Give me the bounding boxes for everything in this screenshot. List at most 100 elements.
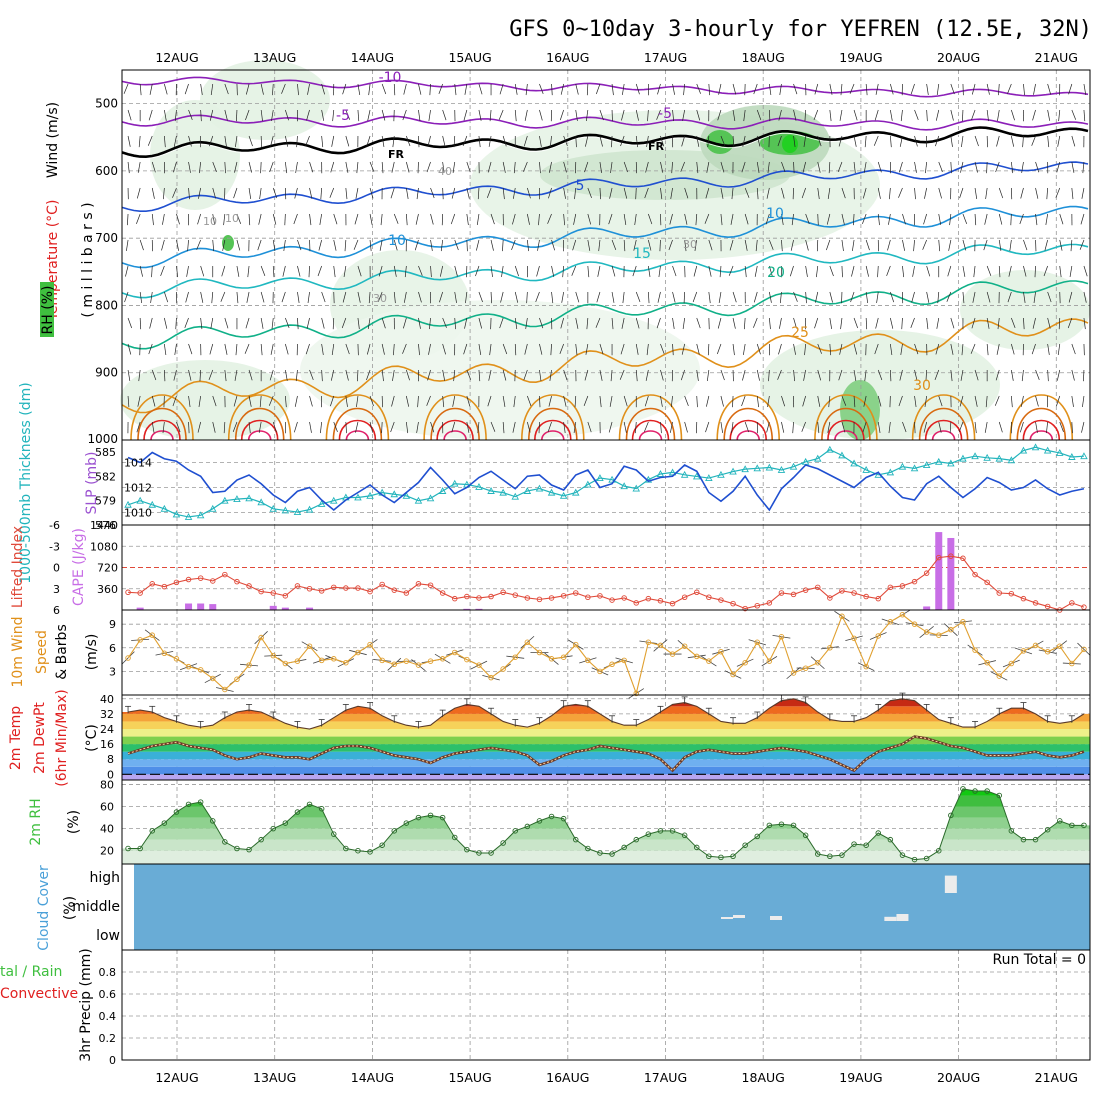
wind-barb: [199, 369, 201, 382]
wind-barb: [295, 369, 298, 382]
contour-label: -10: [379, 70, 402, 86]
wind-barb: [817, 343, 822, 354]
lifted-index-line-point: [391, 587, 398, 593]
lifted-index-line-point: [270, 590, 277, 596]
thickness-line-point: [148, 500, 157, 508]
wind-barb: [139, 239, 144, 251]
cape-tick: 1080: [90, 540, 118, 553]
rh-line-point: [185, 801, 192, 808]
wind-barb: [610, 161, 613, 174]
wind-speed-line-point: [222, 686, 228, 693]
wind-barb: [417, 395, 419, 408]
wind-barb: [1059, 421, 1064, 433]
rh-line-point: [1044, 826, 1051, 833]
rh-line-point: [464, 846, 470, 853]
wind-barb: [998, 421, 1003, 433]
rh-line-point: [923, 855, 930, 862]
wind-barb: [223, 213, 226, 226]
wind-barb: [321, 369, 323, 382]
isotherm-loop: [541, 430, 565, 441]
wind-barb: [499, 83, 504, 95]
lifted-index-line-point: [802, 587, 809, 593]
isotherm-loop: [1009, 394, 1074, 441]
wind-barb: [464, 317, 468, 329]
wind-barb: [224, 135, 227, 148]
wind-barb: [814, 83, 819, 95]
wind-barb: [200, 317, 203, 330]
wind-barb: [608, 213, 613, 225]
wind-barb: [393, 291, 396, 304]
wind-barb: [877, 421, 881, 433]
wind-barb: [345, 343, 350, 355]
thickness-line-point: [1007, 456, 1016, 464]
wind-barb: [126, 239, 129, 252]
isotherm-loop: [814, 394, 878, 441]
wind-barb: [188, 395, 191, 408]
wind-barb: [681, 135, 685, 147]
thickness-line-point: [1055, 449, 1064, 456]
dewpoint-line-inner: [127, 736, 1085, 772]
wind-barb: [478, 369, 481, 382]
temp-band: [122, 736, 1090, 745]
wind-barb: [696, 395, 698, 408]
thickness-line-point: [777, 466, 786, 473]
wind-barb: [575, 135, 577, 148]
wind-barb: [454, 239, 459, 251]
rh-line-point: [379, 842, 385, 848]
isotherm-loop: [150, 430, 174, 441]
wind-barb: [369, 187, 374, 199]
isotherm-loop: [729, 419, 767, 441]
wind-barb: [767, 395, 770, 407]
rh-tick: 40: [100, 823, 114, 836]
temp-band: [122, 751, 1090, 760]
lifted-index-line-point: [694, 589, 700, 596]
wind-barb: [656, 109, 661, 120]
rh-line-point: [439, 814, 446, 821]
wind-speed-line-point: [972, 647, 978, 653]
wind-barb: [960, 369, 964, 381]
wind-barb: [648, 213, 653, 225]
rh-shade: [782, 135, 798, 153]
wind-barb: [974, 395, 978, 407]
lifted-index-line-point: [681, 594, 688, 601]
wind-barb: [478, 83, 483, 95]
wind-barb: [985, 395, 988, 408]
rh-line-point: [960, 786, 966, 792]
wind-barb: [935, 343, 940, 355]
wind-barb: [1045, 213, 1048, 225]
wind-barb: [1019, 213, 1024, 225]
wind-barb: [793, 343, 796, 355]
wind-barb: [1047, 83, 1051, 95]
thickness-line-point: [692, 472, 701, 480]
wind-barb: [1020, 187, 1024, 199]
rh-line-point: [645, 831, 652, 837]
wind-barb: [877, 187, 881, 199]
wind-barb: [599, 135, 603, 147]
temp-tick: 0: [107, 768, 114, 781]
wind-barb: [575, 83, 579, 95]
wind-barb: [549, 135, 552, 148]
wind-barb: [466, 161, 471, 173]
wind-barb: [176, 213, 180, 225]
wind-barb: [732, 135, 735, 148]
wind-barb: [841, 239, 844, 252]
wind-barb: [587, 239, 591, 251]
wind-barb: [260, 317, 264, 329]
isotherm-loop: [534, 419, 572, 441]
wind-barb: [995, 369, 1000, 381]
wind-barb: [415, 213, 419, 225]
wind-barb: [672, 83, 675, 95]
wind-barb: [923, 421, 927, 433]
wind-barb: [998, 187, 1004, 199]
rh-line-point: [621, 844, 627, 851]
date-tick-bottom: 20AUG: [937, 1070, 980, 1085]
thickness-line-point: [850, 459, 858, 467]
wind-barb: [268, 395, 274, 406]
wind-barb: [127, 161, 130, 174]
wind-barb: [450, 213, 456, 225]
wind-barb: [212, 239, 215, 252]
rh-tick: 80: [100, 778, 114, 791]
wind-barb: [392, 135, 395, 148]
wind-barb: [623, 161, 628, 173]
